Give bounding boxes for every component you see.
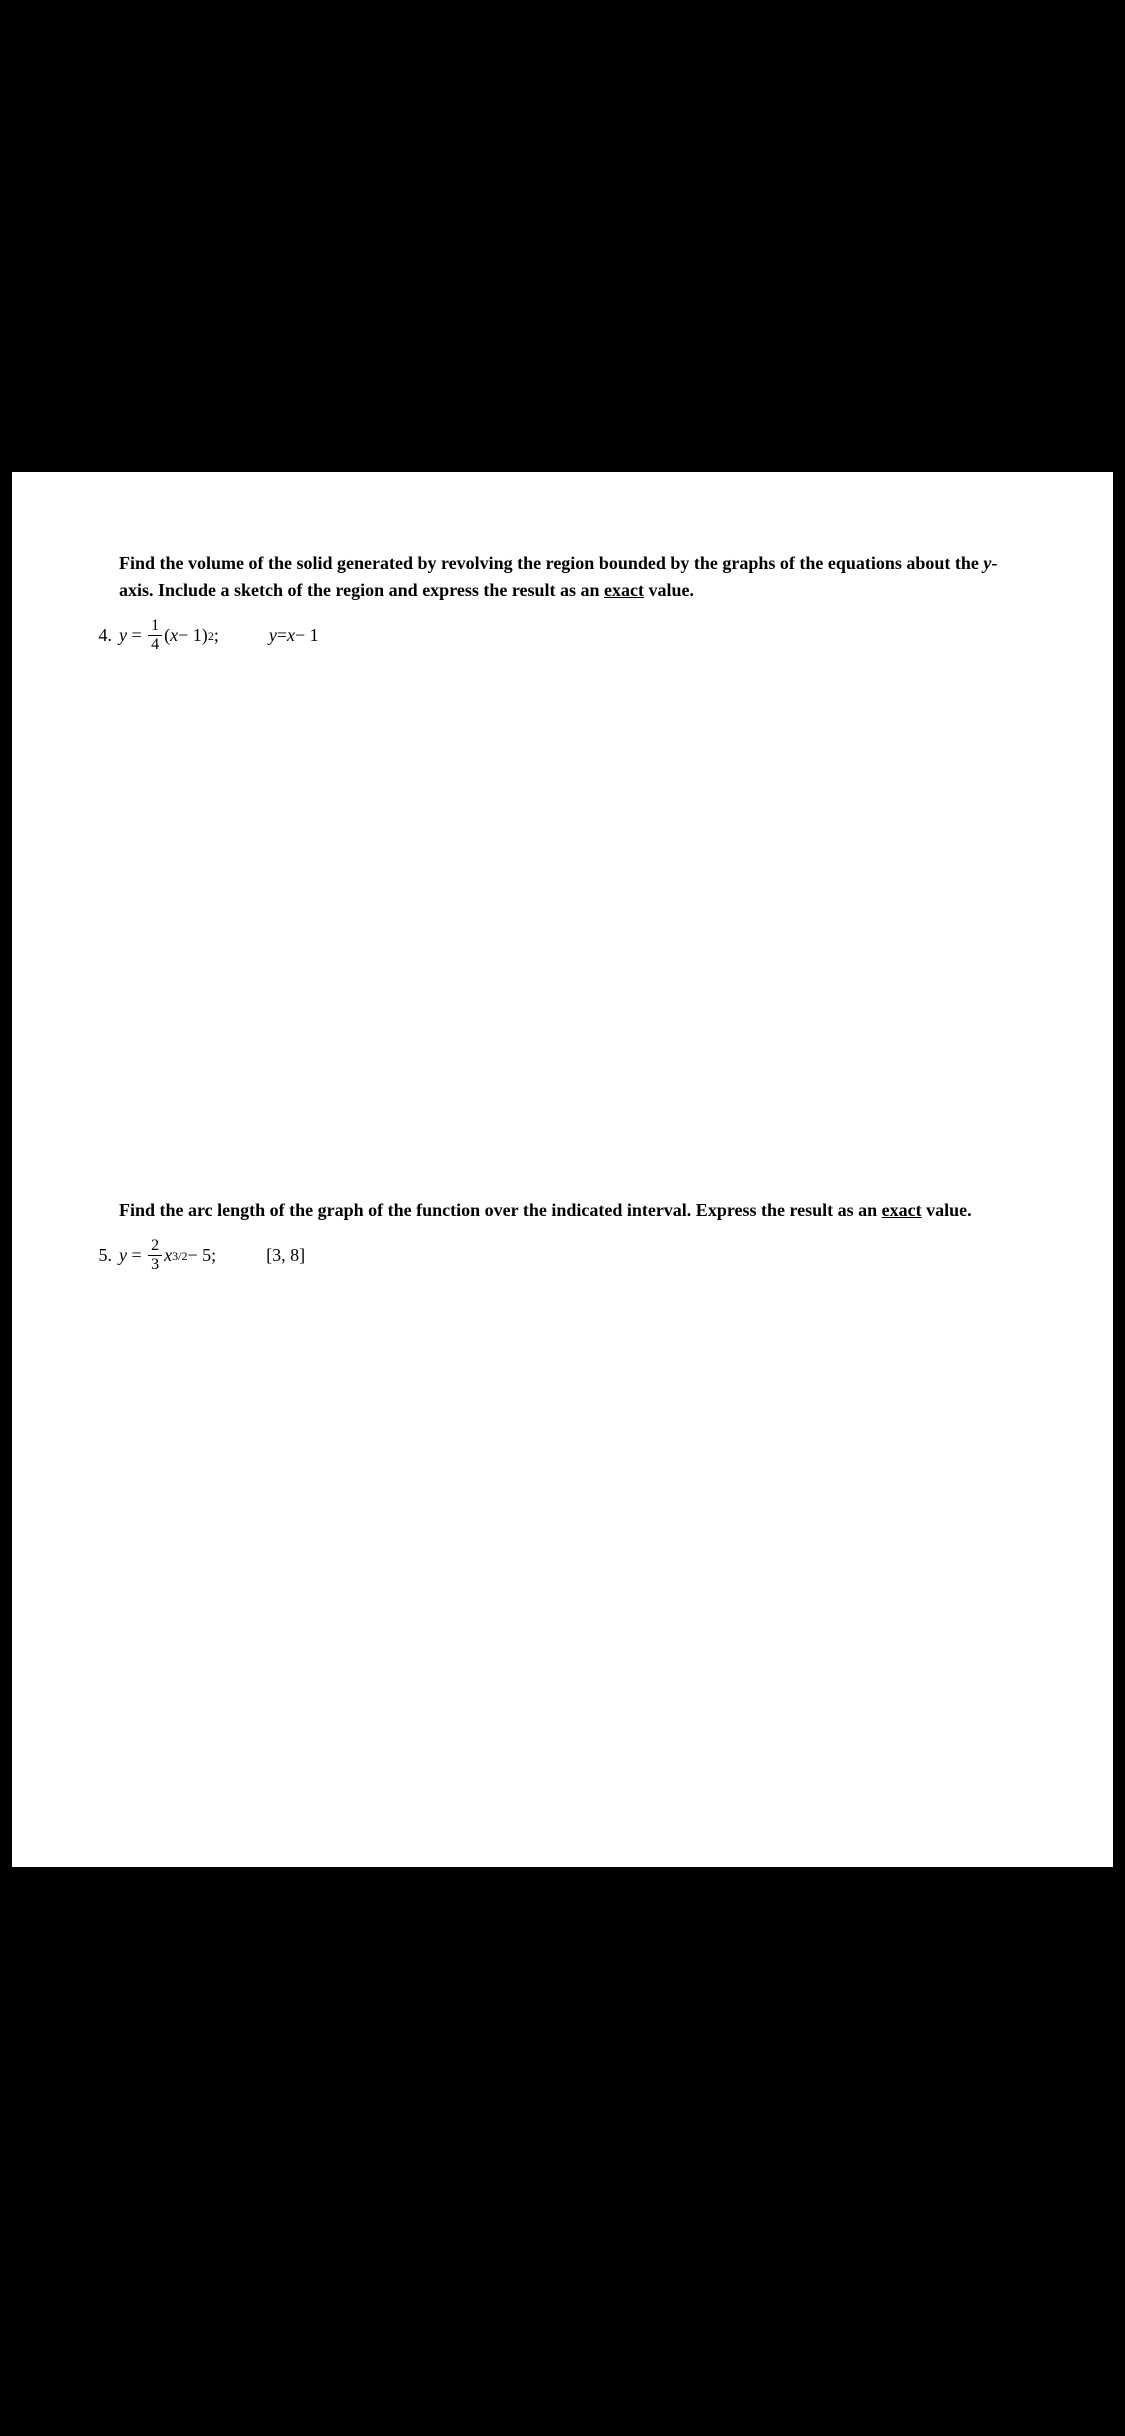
eq-var: x: [170, 625, 178, 646]
eq-text: − 1): [178, 625, 208, 646]
problem-number: 4.: [90, 625, 119, 646]
problem-5-block: Find the arc length of the graph of the …: [90, 1197, 1013, 1273]
problem-5-statement: Find the arc length of the graph of the …: [90, 1197, 1013, 1224]
statement-text: Find the volume of the solid generated b…: [119, 553, 983, 573]
fraction: 1 4: [148, 618, 162, 653]
fraction: 2 3: [148, 1238, 162, 1273]
eq-text: − 1: [295, 625, 319, 646]
statement-text: value.: [922, 1200, 972, 1220]
eq-var: x: [164, 1245, 172, 1266]
problem-4-block: Find the volume of the solid generated b…: [90, 550, 1013, 653]
fraction-den: 3: [148, 1255, 162, 1273]
statement-text: Find the arc length of the graph of the …: [119, 1200, 882, 1220]
equation-1: y = 2 3 x3/2 − 5;: [119, 1238, 216, 1273]
problem-number: 5.: [90, 1245, 119, 1266]
equation-1: y = 1 4 (x − 1)2;: [119, 618, 219, 653]
statement-underlined: exact: [604, 580, 644, 600]
statement-underlined: exact: [882, 1200, 922, 1220]
problem-5-equations: 5. y = 2 3 x3/2 − 5; [3, 8]: [90, 1238, 1013, 1273]
eq-text: ;: [214, 625, 219, 646]
eq-text: =: [277, 625, 287, 646]
problem-4-equations: 4. y = 1 4 (x − 1)2; y = x − 1: [90, 618, 1013, 653]
problem-4-statement: Find the volume of the solid generated b…: [90, 550, 1013, 604]
interval: [3, 8]: [266, 1245, 305, 1266]
equation-group: y = 1 4 (x − 1)2; y = x − 1: [119, 618, 319, 653]
eq-var: x: [287, 625, 295, 646]
document-page: Find the volume of the solid generated b…: [12, 472, 1113, 1867]
eq-text: − 5;: [188, 1245, 217, 1266]
equation-2: y = x − 1: [269, 625, 319, 646]
eq-var: y: [269, 625, 277, 646]
statement-text: value.: [644, 580, 694, 600]
fraction-num: 1: [148, 618, 162, 635]
equation-group: y = 2 3 x3/2 − 5; [3, 8]: [119, 1238, 305, 1273]
fraction-den: 4: [148, 635, 162, 653]
fraction-num: 2: [148, 1238, 162, 1255]
